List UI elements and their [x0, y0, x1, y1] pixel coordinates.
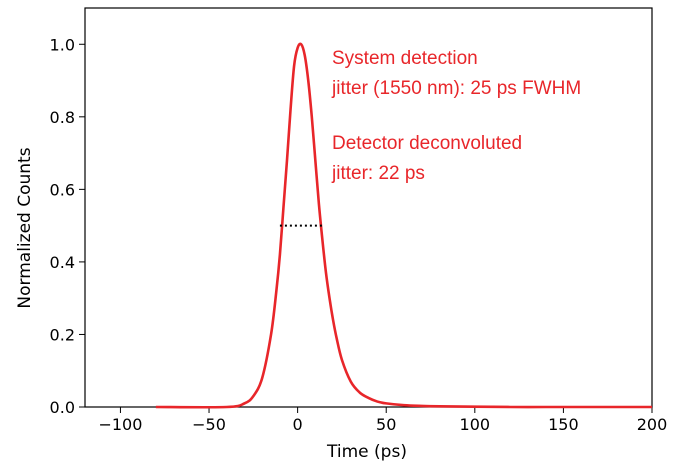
y-tick-label: 0.0 — [50, 398, 75, 417]
series-layer — [155, 42, 652, 409]
annotation-layer: System detection jitter (1550 nm): 25 ps … — [331, 48, 581, 184]
y-axis-label: Normalized Counts — [15, 147, 35, 308]
x-tick-label: 0 — [293, 415, 303, 434]
annotation-text: jitter (1550 nm): 25 ps FWHM — [331, 78, 581, 99]
x-tick-label: 50 — [376, 415, 396, 434]
series-line — [155, 42, 652, 409]
x-tick-label: 150 — [548, 415, 579, 434]
annotation-text: System detection — [332, 48, 478, 69]
axis-ticks: −100 −50 0 50 100 150 200 0.0 0.2 0.4 0.6 0.8 1.0 — [50, 35, 668, 434]
x-tick-label: −100 — [98, 415, 142, 434]
plot-border — [84, 7, 653, 408]
x-tick-label: −50 — [192, 415, 226, 434]
x-tick-label: 100 — [460, 415, 491, 434]
x-axis-label: Time (ps) — [326, 442, 407, 462]
y-tick-label: 1.0 — [50, 35, 75, 54]
annotation-text: jitter: 22 ps — [331, 163, 425, 184]
y-tick-label: 0.2 — [50, 325, 75, 344]
y-tick-label: 0.8 — [50, 108, 75, 127]
annotation-text: Detector deconvoluted — [332, 133, 522, 154]
x-tick-label: 200 — [637, 415, 668, 434]
y-tick-label: 0.6 — [50, 180, 75, 199]
y-tick-label: 0.4 — [50, 253, 75, 272]
plot-frame — [84, 7, 653, 408]
